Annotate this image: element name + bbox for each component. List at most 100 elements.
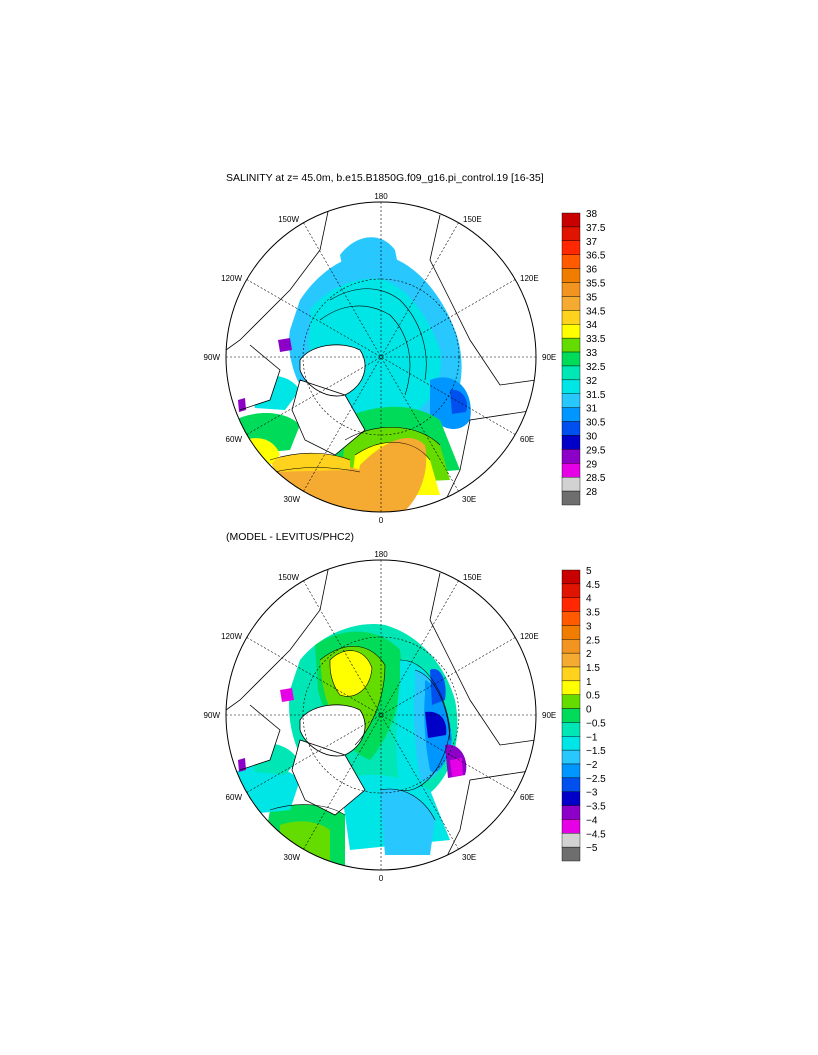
salinity-colorbar-label: 37.5	[586, 223, 606, 234]
difference-colorbar-label: 2.5	[586, 635, 600, 646]
lon-label-30e: 30E	[462, 853, 476, 862]
lon-label-90e: 90E	[542, 711, 556, 720]
salinity-colorbar-label: 31.5	[586, 390, 606, 401]
salinity-colorbar-swatch	[561, 393, 581, 408]
salinity-colorbar-label: 35.5	[586, 279, 606, 290]
salinity-colorbar-swatch	[561, 449, 581, 464]
difference-colorbar-label: −4	[586, 815, 598, 826]
salinity-colorbar-label: 33.5	[586, 334, 606, 345]
top-panel-title: SALINITY at z= 45.0m, b.e15.B1850G.f09_g…	[226, 172, 544, 184]
difference-colorbar-swatch	[561, 652, 581, 668]
salinity-colorbar-swatch	[561, 365, 581, 381]
salinity-colorbar-swatch	[561, 212, 581, 228]
salinity-colorbar-swatch	[561, 490, 581, 506]
lon-label-180: 180	[374, 550, 388, 559]
bottom-panel-title: (MODEL - LEVITUS/PHC2)	[226, 531, 354, 543]
salinity-colorbar-label: 28.5	[586, 473, 606, 484]
salinity-colorbar-label: 34.5	[586, 306, 606, 317]
salinity-colorbar-swatch	[561, 337, 581, 353]
lon-label-120e: 120E	[520, 632, 539, 641]
lon-label-0: 0	[379, 874, 384, 883]
salinity-colorbar-swatch	[561, 268, 581, 283]
lon-label-60w: 60W	[226, 793, 243, 802]
difference-colorbar-swatch	[561, 763, 581, 779]
difference-colorbar-swatch	[561, 819, 581, 834]
lon-label-150w: 150W	[278, 215, 299, 224]
difference-colorbar-label: −3.5	[586, 802, 606, 813]
salinity-lon-labels: 180 150W 150E 120W 120E 90W 90E 60W 60E …	[204, 192, 557, 525]
lon-label-0: 0	[379, 516, 384, 525]
lon-label-60w: 60W	[226, 435, 243, 444]
difference-colorbar-label: 4	[586, 594, 592, 605]
salinity-colorbar-swatch	[561, 407, 581, 422]
difference-colorbar-swatch	[561, 805, 581, 820]
salinity-colorbar-label: 30.5	[586, 418, 606, 429]
salinity-colorbar-swatch	[561, 324, 581, 339]
lon-label-60e: 60E	[520, 793, 534, 802]
salinity-colorbar-swatch	[561, 463, 581, 478]
lon-label-30w: 30W	[284, 495, 301, 504]
difference-map: 180 150W 150E 120W 120E 90W 90E 60W 60E …	[204, 550, 607, 883]
difference-colorbar-label: −0.5	[586, 718, 606, 729]
lon-label-60e: 60E	[520, 435, 534, 444]
lon-label-120e: 120E	[520, 274, 539, 283]
lon-label-120w: 120W	[221, 632, 242, 641]
salinity-colorbar-label: 31	[586, 404, 598, 415]
difference-colorbar-swatch	[561, 569, 581, 585]
difference-colorbar-swatch	[561, 639, 581, 654]
salinity-colorbar-label: 30	[586, 431, 598, 442]
difference-colorbar-swatch	[561, 846, 581, 862]
lon-label-180: 180	[374, 192, 388, 201]
salinity-colorbar: 38 37.5 37 36.5 36 35.5 35 34.5 34 33.5 33 32.5 32 31…	[561, 209, 606, 506]
salinity-colorbar-swatch	[561, 254, 581, 269]
difference-colorbar-swatch	[561, 708, 581, 723]
difference-colorbar-label: −1	[586, 732, 598, 743]
difference-colorbar-label: 5	[586, 566, 592, 577]
difference-colorbar-swatch	[561, 583, 581, 598]
difference-colorbar-label: 0	[586, 705, 592, 716]
difference-shaded-field	[226, 560, 536, 870]
lon-label-150e: 150E	[463, 573, 482, 582]
salinity-colorbar-label: 33	[586, 348, 598, 359]
difference-colorbar-label: 3.5	[586, 608, 600, 619]
difference-colorbar-swatch	[561, 625, 581, 640]
difference-colorbar-label: −3	[586, 788, 598, 799]
difference-colorbar-swatch	[561, 680, 581, 695]
difference-colorbar-swatch	[561, 791, 581, 806]
difference-colorbar-swatch	[561, 749, 581, 765]
salinity-colorbar-label: 29	[586, 459, 598, 470]
lon-label-30w: 30W	[284, 853, 301, 862]
salinity-map: 180 150W 150E 120W 120E 90W 90E 60W 60E …	[204, 192, 606, 525]
salinity-colorbar-label: 36	[586, 265, 598, 276]
difference-colorbar-swatch	[561, 777, 581, 792]
lon-label-90w: 90W	[204, 711, 221, 720]
salinity-colorbar-swatch	[561, 476, 581, 492]
difference-colorbar-label: −2.5	[586, 774, 606, 785]
difference-colorbar-label: −5	[586, 843, 598, 854]
difference-colorbar-swatch	[561, 722, 581, 737]
difference-colorbar-label: −1.5	[586, 746, 606, 757]
salinity-shaded-field	[226, 202, 536, 512]
difference-colorbar-label: −4.5	[586, 829, 606, 840]
salinity-colorbar-label: 32	[586, 376, 598, 387]
lon-label-30e: 30E	[462, 495, 476, 504]
difference-colorbar-swatch	[561, 597, 581, 612]
difference-lon-labels: 180 150W 150E 120W 120E 90W 90E 60W 60E …	[204, 550, 557, 883]
salinity-colorbar-swatch	[561, 240, 581, 255]
salinity-colorbar-label: 35	[586, 292, 598, 303]
salinity-colorbar-label: 28	[586, 487, 598, 498]
difference-map-boundary	[225, 559, 537, 871]
salinity-colorbar-label: 37	[586, 237, 598, 248]
salinity-colorbar-label: 34	[586, 320, 598, 331]
difference-colorbar-swatch	[561, 736, 581, 751]
salinity-colorbar-swatch	[561, 226, 581, 242]
difference-colorbar-label: 3	[586, 621, 592, 632]
difference-colorbar-label: 1.5	[586, 663, 600, 674]
salinity-colorbar-label: 38	[586, 209, 598, 220]
salinity-map-boundary	[225, 201, 537, 513]
salinity-colorbar-swatch	[561, 435, 581, 450]
lon-label-150e: 150E	[463, 215, 482, 224]
difference-colorbar-label: 2	[586, 649, 592, 660]
difference-colorbar: 5 4.5 4 3.5 3 2.5 2 1.5 1 0.5 0 −0.5 −1 −1.5 −2 −2.5 −3 −…	[561, 566, 606, 862]
difference-colorbar-swatch	[561, 611, 581, 626]
